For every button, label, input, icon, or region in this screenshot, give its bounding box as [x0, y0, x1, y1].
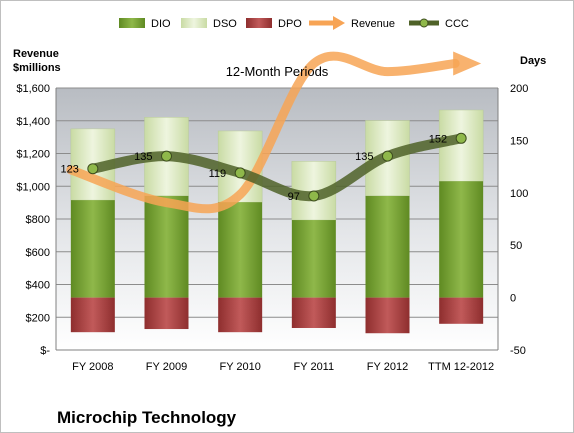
company-name: Microchip Technology: [57, 408, 237, 427]
dio-bar: [439, 181, 484, 298]
dio-bar: [70, 200, 115, 298]
legend-label-revenue: Revenue: [351, 18, 395, 30]
dpo-bar: [291, 297, 336, 328]
legend-swatch-dso: [181, 18, 207, 28]
left-tick-label: $200: [26, 312, 50, 324]
right-tick-label: 50: [510, 240, 522, 252]
ccc-data-label: 135: [134, 151, 152, 163]
ccc-point: [87, 163, 99, 175]
right-tick-label: 150: [510, 135, 528, 147]
right-tick-label: -50: [510, 345, 526, 357]
x-tick-label: FY 2008: [72, 361, 113, 373]
legend-label-dpo: DPO: [278, 18, 302, 30]
revenue-arrowhead: [453, 51, 482, 76]
axes-layer: $- $200 $400 $600 $800 $1,000 $1,200 $1,400 $1,6…: [16, 83, 528, 373]
legend-swatch-ccc-point: [419, 18, 429, 28]
right-tick-label: 100: [510, 188, 528, 200]
dio-bar: [144, 195, 189, 298]
ccc-point: [308, 190, 320, 202]
left-tick-label: $1,000: [16, 181, 50, 193]
right-axis-label: Days: [520, 55, 546, 67]
legend-label-ccc: CCC: [445, 18, 469, 30]
revenue-line: [66, 51, 460, 214]
right-tick-label: 0: [510, 293, 516, 305]
left-tick-label: $-: [40, 345, 50, 357]
ccc-data-label: 119: [209, 168, 227, 180]
ccc-point: [161, 150, 172, 162]
dpo-bar: [218, 297, 263, 333]
dio-bar: [218, 202, 263, 298]
legend-swatch-revenue-head: [333, 16, 345, 30]
legend-swatch-dpo: [246, 18, 272, 28]
left-tick-label: $800: [26, 214, 50, 226]
ccc-point: [234, 167, 246, 179]
left-axis-label-line1: Revenue: [13, 48, 59, 60]
x-tick-label: FY 2011: [294, 361, 335, 373]
dpo-bar: [365, 297, 410, 334]
legend-label-dso: DSO: [213, 18, 237, 30]
legend-label-dio: DIO: [151, 18, 171, 30]
right-tick-label: 200: [510, 83, 528, 95]
left-tick-label: $1,200: [16, 149, 50, 161]
ccc-point: [382, 150, 393, 162]
x-tick-label: FY 2009: [146, 361, 187, 373]
dpo-bar: [70, 297, 115, 333]
dio-bar: [365, 195, 410, 298]
x-tick-label: FY 2012: [367, 361, 408, 373]
x-tick-label: TTM 12-2012: [428, 361, 494, 373]
ccc-data-label: 152: [429, 133, 447, 145]
dpo-bar: [439, 297, 484, 324]
ccc-data-label: 123: [60, 164, 78, 176]
left-tick-label: $1,600: [16, 83, 50, 95]
dio-bar: [291, 220, 336, 298]
ccc-data-label: 97: [288, 191, 300, 203]
x-tick-label: FY 2010: [219, 361, 260, 373]
ccc-point: [455, 132, 467, 144]
left-tick-label: $600: [26, 247, 50, 259]
revenue-layer: [66, 51, 482, 214]
ccc-data-label: 135: [355, 151, 373, 163]
left-axis-label-line2: $millions: [13, 62, 61, 74]
left-tick-label: $1,400: [16, 116, 50, 128]
left-tick-label: $400: [26, 280, 50, 292]
ccc-layer: 123 135 119 97 135 152: [60, 132, 467, 203]
legend-swatch-dio: [119, 18, 145, 28]
legend: DIO DSO DPO Revenue CCC: [119, 16, 469, 30]
dpo-bar: [144, 297, 189, 330]
chart-title: 12-Month Periods: [226, 64, 329, 79]
